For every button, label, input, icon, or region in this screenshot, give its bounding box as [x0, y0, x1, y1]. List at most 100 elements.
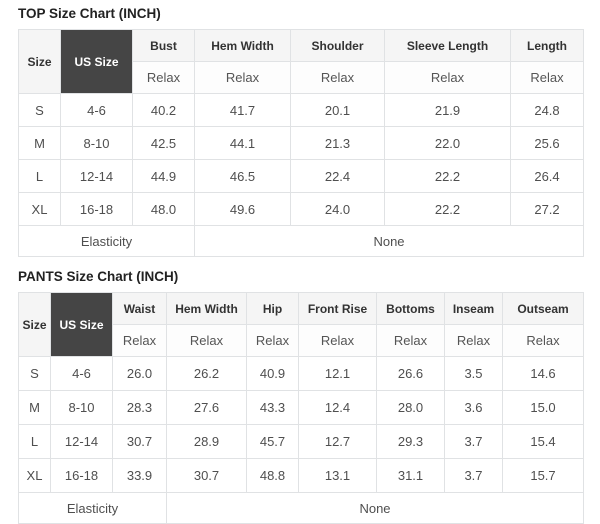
column-header-outseam: Outseam	[502, 292, 584, 325]
size-row-l: L 12-14 30.7 28.9 45.7 12.7 29.3 3.7 15.4	[18, 424, 584, 459]
measurement-cell-waist: 33.9	[112, 458, 167, 493]
measurement-cell-bust: 40.2	[132, 93, 195, 127]
size-label-cell: XL	[18, 192, 61, 226]
us-size-value-cell: 16-18	[60, 192, 133, 226]
measurement-cell-bottoms: 31.1	[376, 458, 445, 493]
measurement-cell-sleeve-length: 22.2	[384, 159, 511, 193]
fit-type-cell-shoulder: Relax	[290, 61, 385, 94]
measurement-cell-hem-width: 27.6	[166, 390, 247, 425]
size-row-m: M 8-10 28.3 27.6 43.3 12.4 28.0 3.6 15.0	[18, 390, 584, 425]
measurement-cell-hem-width: 41.7	[194, 93, 291, 127]
fit-type-cell-bottoms: Relax	[376, 324, 445, 357]
column-header-hip: Hip	[246, 292, 299, 325]
size-label-cell: L	[18, 424, 51, 459]
measurement-cell-sleeve-length: 22.2	[384, 192, 511, 226]
measurement-cell-bottoms: 28.0	[376, 390, 445, 425]
pants-size-chart-table: Size US Size Waist Hem Width Hip Front Rise Bo…	[18, 292, 584, 524]
us-size-value-cell: 8-10	[60, 126, 133, 160]
measurement-cell-inseam: 3.5	[444, 356, 503, 391]
column-header-front-rise: Front Rise	[298, 292, 377, 325]
measurement-cell-shoulder: 20.1	[290, 93, 385, 127]
measurement-cell-shoulder: 24.0	[290, 192, 385, 226]
column-header-sleeve-length: Sleeve Length	[384, 29, 511, 62]
size-row-xl: XL 16-18 33.9 30.7 48.8 13.1 31.1 3.7 15.7	[18, 458, 584, 493]
us-size-value-cell: 12-14	[60, 159, 133, 193]
elasticity-label: Elasticity	[18, 225, 195, 257]
measurement-cell-outseam: 15.7	[502, 458, 584, 493]
us-size-value-cell: 8-10	[50, 390, 113, 425]
elasticity-value: None	[166, 492, 584, 524]
measurement-cell-length: 25.6	[510, 126, 584, 160]
measurement-cell-hem-width: 46.5	[194, 159, 291, 193]
fit-type-cell-hem-width: Relax	[194, 61, 291, 94]
measurement-cell-inseam: 3.7	[444, 424, 503, 459]
us-size-value-cell: 16-18	[50, 458, 113, 493]
measurement-cell-front-rise: 12.7	[298, 424, 377, 459]
elasticity-label: Elasticity	[18, 492, 167, 524]
fit-type-cell-outseam: Relax	[502, 324, 584, 357]
pants-chart-title: PANTS Size Chart (INCH)	[18, 269, 179, 284]
measurement-cell-front-rise: 13.1	[298, 458, 377, 493]
column-header-shoulder: Shoulder	[290, 29, 385, 62]
size-column-header: Size	[18, 292, 51, 357]
column-header-bust: Bust	[132, 29, 195, 62]
fit-type-cell-front-rise: Relax	[298, 324, 377, 357]
measurement-cell-bust: 44.9	[132, 159, 195, 193]
elasticity-row: Elasticity None	[18, 492, 584, 524]
size-label-cell: S	[18, 93, 61, 127]
size-row-l: L 12-14 44.9 46.5 22.4 22.2 26.4	[18, 159, 584, 193]
size-label-cell: XL	[18, 458, 51, 493]
measurement-cell-waist: 26.0	[112, 356, 167, 391]
measurement-cell-length: 26.4	[510, 159, 584, 193]
elasticity-row: Elasticity None	[18, 225, 584, 257]
column-header-bottoms: Bottoms	[376, 292, 445, 325]
column-header-hem-width: Hem Width	[194, 29, 291, 62]
measurement-cell-hem-width: 30.7	[166, 458, 247, 493]
measurement-cell-hip: 48.8	[246, 458, 299, 493]
measurement-cell-bottoms: 29.3	[376, 424, 445, 459]
measurement-cell-bust: 48.0	[132, 192, 195, 226]
size-column-header: Size	[18, 29, 61, 94]
measurement-cell-hem-width: 49.6	[194, 192, 291, 226]
measurement-cell-hem-width: 26.2	[166, 356, 247, 391]
fit-type-cell-bust: Relax	[132, 61, 195, 94]
measurement-cell-outseam: 15.4	[502, 424, 584, 459]
fit-type-cell-hem-width: Relax	[166, 324, 247, 357]
measurement-cell-inseam: 3.6	[444, 390, 503, 425]
us-size-column-header: US Size	[50, 292, 113, 357]
measurement-cell-front-rise: 12.4	[298, 390, 377, 425]
measurement-cell-shoulder: 22.4	[290, 159, 385, 193]
measurement-cell-sleeve-length: 21.9	[384, 93, 511, 127]
measurement-cell-hip: 43.3	[246, 390, 299, 425]
us-size-column-header: US Size	[60, 29, 133, 94]
column-header-waist: Waist	[112, 292, 167, 325]
size-row-m: M 8-10 42.5 44.1 21.3 22.0 25.6	[18, 126, 584, 160]
size-label-cell: S	[18, 356, 51, 391]
top-size-chart-table: Size US Size Bust Hem Width Shoulder Sleeve L…	[18, 29, 584, 257]
us-size-value-cell: 12-14	[50, 424, 113, 459]
measurement-cell-inseam: 3.7	[444, 458, 503, 493]
column-header-inseam: Inseam	[444, 292, 503, 325]
us-size-value-cell: 4-6	[50, 356, 113, 391]
measurement-cell-waist: 30.7	[112, 424, 167, 459]
top-chart-title: TOP Size Chart (INCH)	[18, 6, 161, 21]
column-header-hem-width: Hem Width	[166, 292, 247, 325]
measurement-cell-hem-width: 28.9	[166, 424, 247, 459]
measurement-cell-hip: 40.9	[246, 356, 299, 391]
size-row-s: S 4-6 40.2 41.7 20.1 21.9 24.8	[18, 93, 584, 127]
measurement-cell-sleeve-length: 22.0	[384, 126, 511, 160]
fit-type-cell-length: Relax	[510, 61, 584, 94]
measurement-cell-hip: 45.7	[246, 424, 299, 459]
size-row-s: S 4-6 26.0 26.2 40.9 12.1 26.6 3.5 14.6	[18, 356, 584, 391]
us-size-value-cell: 4-6	[60, 93, 133, 127]
elasticity-value: None	[194, 225, 584, 257]
measurement-cell-hem-width: 44.1	[194, 126, 291, 160]
column-header-length: Length	[510, 29, 584, 62]
measurement-cell-outseam: 15.0	[502, 390, 584, 425]
size-label-cell: M	[18, 390, 51, 425]
fit-type-cell-inseam: Relax	[444, 324, 503, 357]
size-row-xl: XL 16-18 48.0 49.6 24.0 22.2 27.2	[18, 192, 584, 226]
measurement-cell-front-rise: 12.1	[298, 356, 377, 391]
size-label-cell: L	[18, 159, 61, 193]
